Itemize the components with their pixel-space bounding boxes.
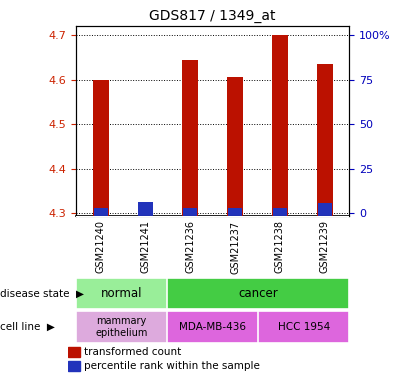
Bar: [272, 35, 288, 216]
Text: mammary
epithelium: mammary epithelium: [95, 316, 148, 338]
Text: MDA-MB-436: MDA-MB-436: [179, 322, 246, 332]
Text: normal: normal: [101, 287, 142, 300]
Text: cell line  ▶: cell line ▶: [0, 322, 55, 332]
Text: transformed count: transformed count: [84, 347, 181, 357]
Text: cancer: cancer: [238, 287, 278, 300]
Bar: [228, 208, 242, 216]
Bar: [76, 311, 167, 343]
Text: GSM21237: GSM21237: [230, 220, 240, 273]
Text: GSM21236: GSM21236: [185, 220, 195, 273]
Bar: [182, 60, 198, 216]
Bar: [258, 311, 349, 343]
Text: GSM21240: GSM21240: [96, 220, 106, 273]
Bar: [318, 203, 332, 216]
Text: GSM21238: GSM21238: [275, 220, 285, 273]
Bar: [227, 76, 243, 216]
Bar: [76, 278, 167, 309]
Text: GSM21241: GSM21241: [141, 220, 150, 273]
Bar: [93, 80, 109, 216]
Bar: [138, 213, 153, 216]
Bar: [273, 208, 287, 216]
Text: GSM21239: GSM21239: [320, 220, 330, 273]
Bar: [94, 208, 108, 216]
Text: HCC 1954: HCC 1954: [278, 322, 330, 332]
Bar: [167, 311, 258, 343]
Bar: [167, 278, 349, 309]
Bar: [317, 64, 332, 216]
Bar: [183, 208, 197, 216]
Bar: [68, 361, 80, 371]
Bar: [139, 202, 152, 216]
Text: GDS817 / 1349_at: GDS817 / 1349_at: [150, 9, 276, 23]
Text: percentile rank within the sample: percentile rank within the sample: [84, 361, 260, 371]
Text: disease state  ▶: disease state ▶: [0, 288, 84, 298]
Bar: [68, 347, 80, 357]
